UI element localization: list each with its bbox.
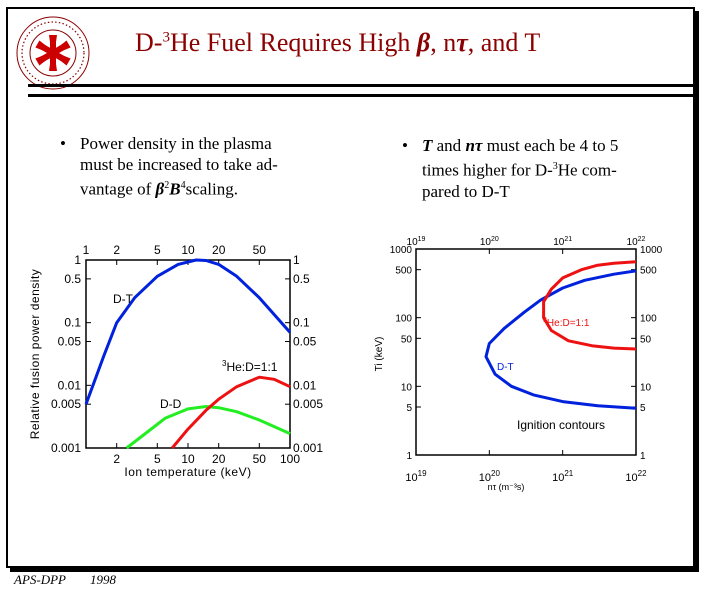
left-tick-label: 1 (74, 253, 81, 267)
fusion-institute-logo (16, 16, 90, 90)
bottom-tick-label: 1021 (552, 469, 574, 484)
series-line-0 (84, 258, 292, 405)
right-tick-label: 0.5 (293, 272, 310, 286)
top-tick-label: 20 (212, 243, 226, 257)
ignition-contours-annotation: Ignition contours (517, 418, 605, 432)
bullet-left: • Power density in the plasma must be in… (60, 134, 278, 199)
right-tick-label: 0.01 (293, 378, 317, 392)
title-rule-bottom (28, 94, 694, 97)
top-tick-label: 1020 (480, 236, 499, 248)
bottom-tick-label: 10 (181, 452, 195, 466)
left-tick-label: 0.5 (64, 272, 81, 286)
right-tick-label: 1 (293, 253, 300, 267)
x-axis-label: nτ (m⁻³s) (488, 482, 525, 492)
series-label-dhe3: 3He:D=1:1 (222, 359, 278, 374)
bottom-tick-label: 1020 (479, 469, 501, 484)
left-tick-label: 0.05 (58, 335, 82, 349)
bullet-marker: • (60, 134, 66, 153)
footer: APS-DPP 1998 (14, 572, 116, 587)
right-tick-label: 0.001 (293, 441, 323, 455)
top-tick-label: 50 (253, 243, 267, 257)
right-tick-label: 1000 (640, 245, 663, 256)
series-line-2 (171, 375, 291, 449)
bottom-tick-label: 5 (154, 452, 161, 466)
right-tick-label: 50 (640, 334, 652, 345)
y-axis-label: Ti (keV) (374, 337, 385, 372)
bottom-tick-label: 20 (212, 452, 226, 466)
right-tick-label: 100 (640, 314, 657, 325)
series-label-dd: D-D (160, 397, 182, 411)
bullet-marker: • (402, 136, 408, 155)
left-tick-label: 100 (395, 314, 412, 325)
left-tick-label: 0.005 (51, 397, 81, 411)
right-tick-label: 0.05 (293, 335, 317, 349)
right-tick-label: 5 (640, 403, 646, 414)
slide-frame (6, 7, 695, 568)
y-axis-label: Relative fusion power density (28, 269, 42, 440)
left-tick-label: 50 (401, 334, 413, 345)
title-rule-top (28, 84, 694, 87)
plot-frame (415, 248, 637, 456)
right-tick-label: 1 (640, 451, 646, 462)
top-tick-label: 1021 (553, 236, 572, 248)
bullet-right: • T and nτ must each be 4 to 5 times hig… (402, 136, 619, 201)
slide-title: D-3He Fuel Requires High β, nτ, and T (135, 28, 541, 57)
contour-label-dt: D-T (497, 362, 514, 373)
bottom-tick-label: 100 (280, 452, 300, 466)
series-line-1 (125, 405, 291, 450)
series-label-dt: D-T (113, 292, 134, 306)
contour-label-dhe3: 3He:D=1:1 (543, 317, 590, 329)
left-tick-label: 10 (401, 382, 413, 393)
top-tick-label: 1 (83, 243, 90, 257)
bottom-tick-label: 50 (253, 452, 267, 466)
right-tick-label: 0.005 (293, 397, 323, 411)
top-tick-label: 1019 (407, 236, 426, 248)
power-density-chart: 1 2 5 10 20 50 2 5 10 20 50 100 1 0.5 0.1 0.05 0.01 0.005… (28, 243, 323, 479)
top-tick-label: 5 (154, 243, 161, 257)
left-tick-label: 5 (406, 403, 412, 414)
left-tick-label: 0.1 (64, 316, 81, 330)
contour-line-0 (484, 269, 637, 410)
bottom-tick-label: 2 (113, 452, 120, 466)
left-tick-label: 0.001 (51, 441, 81, 455)
top-tick-label: 1022 (627, 236, 646, 248)
x-axis-label: Ion temperature (keV) (124, 465, 251, 479)
right-tick-label: 500 (640, 266, 657, 277)
left-tick-label: 1 (406, 451, 412, 462)
left-tick-label: 0.01 (58, 378, 82, 392)
top-tick-label: 10 (181, 243, 195, 257)
bottom-tick-label: 1019 (405, 469, 427, 484)
contour-line-1 (542, 260, 637, 351)
right-tick-label: 10 (640, 382, 652, 393)
bottom-tick-label: 1022 (625, 469, 647, 484)
left-tick-label: 1000 (390, 245, 413, 256)
top-tick-label: 2 (113, 243, 120, 257)
left-tick-label: 500 (395, 266, 412, 277)
right-tick-label: 0.1 (293, 316, 310, 330)
